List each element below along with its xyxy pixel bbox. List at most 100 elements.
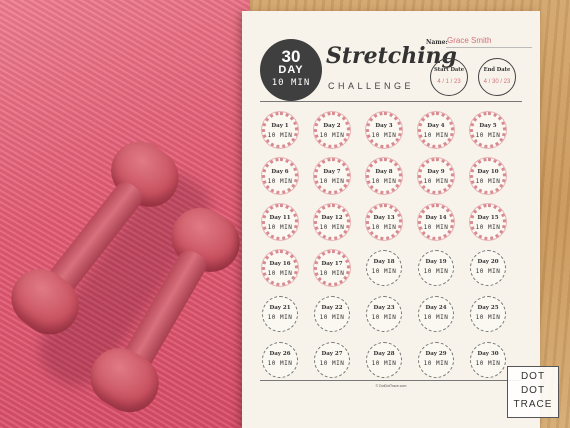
- day-label: Day 16: [269, 261, 291, 267]
- day-grid: Day 1 10 MIN Day 2 10 MIN Day 3 10 MIN Day 4 10…: [258, 108, 528, 378]
- day-minutes: 10 MIN: [371, 268, 397, 275]
- brand-line: DOT: [520, 385, 546, 396]
- day-minutes: 10 MIN: [475, 268, 501, 275]
- day-label: Day 19: [425, 259, 447, 265]
- day-minutes: 10 MIN: [267, 314, 293, 321]
- day-circle: Day 30 10 MIN: [470, 342, 506, 378]
- day-minutes: 10 MIN: [319, 224, 345, 231]
- day-label: Day 24: [425, 305, 447, 311]
- start-date-value: 4 / 1 / 23: [437, 79, 461, 85]
- day-circle: Day 12 10 MIN: [314, 204, 350, 240]
- challenge-badge: 30 DAY 10 MIN: [260, 39, 322, 101]
- day-circle: Day 9 10 MIN: [418, 158, 454, 194]
- day-minutes: 10 MIN: [319, 314, 345, 321]
- day-minutes: 10 MIN: [475, 360, 501, 367]
- day-label: Day 6: [271, 169, 289, 175]
- day-label: Day 5: [479, 123, 497, 129]
- challenge-sheet: 30 DAY 10 MIN Stretching CHALLENGE Name:…: [242, 11, 540, 428]
- day-minutes: 10 MIN: [371, 178, 397, 185]
- day-label: Day 8: [375, 169, 393, 175]
- day-label: Day 23: [373, 305, 395, 311]
- day-minutes: 10 MIN: [371, 224, 397, 231]
- day-label: Day 12: [321, 215, 343, 221]
- day-minutes: 10 MIN: [423, 360, 449, 367]
- day-circle: Day 24 10 MIN: [418, 296, 454, 332]
- day-minutes: 10 MIN: [267, 132, 293, 139]
- day-minutes: 10 MIN: [371, 360, 397, 367]
- day-minutes: 10 MIN: [371, 314, 397, 321]
- day-circle: Day 11 10 MIN: [262, 204, 298, 240]
- day-circle: Day 28 10 MIN: [366, 342, 402, 378]
- end-date-label: End Date: [483, 67, 511, 73]
- day-label: Day 9: [427, 169, 445, 175]
- day-circle: Day 21 10 MIN: [262, 296, 298, 332]
- day-label: Day 30: [477, 351, 499, 357]
- badge-unit: DAY: [278, 64, 304, 76]
- day-circle: Day 19 10 MIN: [418, 250, 454, 286]
- day-minutes: 10 MIN: [475, 132, 501, 139]
- day-circle: Day 23 10 MIN: [366, 296, 402, 332]
- day-label: Day 7: [323, 169, 341, 175]
- day-label: Day 11: [269, 215, 291, 221]
- day-circle: Day 3 10 MIN: [366, 112, 402, 148]
- day-circle: Day 10 10 MIN: [470, 158, 506, 194]
- day-minutes: 10 MIN: [319, 270, 345, 277]
- day-circle: Day 22 10 MIN: [314, 296, 350, 332]
- day-label: Day 22: [321, 305, 343, 311]
- day-label: Day 2: [323, 123, 341, 129]
- day-minutes: 10 MIN: [319, 178, 345, 185]
- day-circle: Day 13 10 MIN: [366, 204, 402, 240]
- badge-number: 30: [281, 47, 301, 66]
- day-circle: Day 5 10 MIN: [470, 112, 506, 148]
- day-label: Day 18: [373, 259, 395, 265]
- day-circle: Day 27 10 MIN: [314, 342, 350, 378]
- day-label: Day 28: [373, 351, 395, 357]
- day-label: Day 3: [375, 123, 393, 129]
- day-minutes: 10 MIN: [423, 132, 449, 139]
- divider: [260, 380, 522, 381]
- day-label: Day 26: [269, 351, 291, 357]
- day-label: Day 4: [427, 123, 445, 129]
- day-label: Day 25: [477, 305, 499, 311]
- day-minutes: 10 MIN: [319, 132, 345, 139]
- badge-minutes: 10 MIN: [271, 78, 311, 88]
- day-minutes: 10 MIN: [423, 268, 449, 275]
- day-minutes: 10 MIN: [371, 132, 397, 139]
- day-label: Day 10: [477, 169, 499, 175]
- day-circle: Day 17 10 MIN: [314, 250, 350, 286]
- day-minutes: 10 MIN: [267, 360, 293, 367]
- day-minutes: 10 MIN: [475, 178, 501, 185]
- day-label: Day 29: [425, 351, 447, 357]
- start-date-label: Start Date: [434, 67, 464, 73]
- sheet-subtitle: CHALLENGE: [328, 81, 415, 91]
- divider: [260, 101, 522, 102]
- day-circle: Day 16 10 MIN: [262, 250, 298, 286]
- day-minutes: 10 MIN: [423, 224, 449, 231]
- end-date-circle: End Date 4 / 30 / 23: [478, 58, 516, 96]
- day-minutes: 10 MIN: [423, 314, 449, 321]
- day-circle: Day 18 10 MIN: [366, 250, 402, 286]
- brand-line: DOT: [520, 371, 546, 382]
- day-circle: Day 7 10 MIN: [314, 158, 350, 194]
- day-minutes: 10 MIN: [319, 360, 345, 367]
- name-underline: [446, 47, 532, 48]
- day-minutes: 10 MIN: [267, 270, 293, 277]
- day-minutes: 10 MIN: [267, 178, 293, 185]
- day-circle: Day 20 10 MIN: [470, 250, 506, 286]
- day-circle: Day 29 10 MIN: [418, 342, 454, 378]
- name-label: Name:: [426, 39, 448, 46]
- name-value: Grace Smith: [447, 36, 492, 45]
- footer-text: © DotDotTrace.com: [375, 384, 407, 388]
- day-label: Day 17: [321, 261, 343, 267]
- day-circle: Day 26 10 MIN: [262, 342, 298, 378]
- end-date-value: 4 / 30 / 23: [483, 79, 511, 85]
- day-label: Day 21: [269, 305, 291, 311]
- day-minutes: 10 MIN: [267, 224, 293, 231]
- day-circle: Day 25 10 MIN: [470, 296, 506, 332]
- day-circle: Day 2 10 MIN: [314, 112, 350, 148]
- day-circle: Day 14 10 MIN: [418, 204, 454, 240]
- day-label: Day 13: [373, 215, 395, 221]
- day-minutes: 10 MIN: [475, 314, 501, 321]
- day-label: Day 15: [477, 215, 499, 221]
- day-minutes: 10 MIN: [423, 178, 449, 185]
